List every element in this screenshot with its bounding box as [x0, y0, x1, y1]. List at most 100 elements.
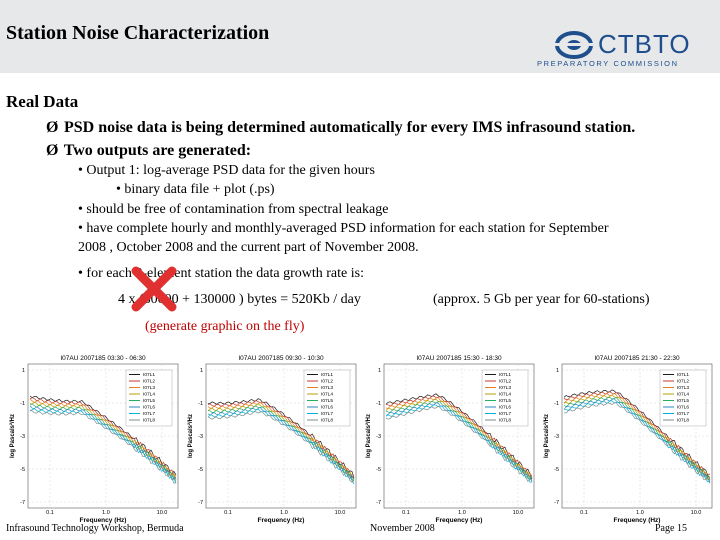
legend-label: I07L6 [321, 405, 333, 411]
x-axis-label: Frequency (Hz) [614, 517, 661, 524]
psd-curve [207, 405, 355, 481]
plot-title: I07AU 2007185 03:30 - 06:30 [60, 355, 146, 362]
legend-label: I07L3 [499, 385, 511, 391]
y-tick-label: -7 [198, 500, 203, 506]
legend-label: I07L1 [143, 372, 155, 378]
psd-plot-1: I07AU 2007185 03:30 - 06:30 1 -1 -3 -5 -7 0.1 1… [8, 350, 186, 525]
legend-label: I07L2 [321, 379, 333, 385]
section-title: Real Data [6, 92, 79, 111]
x-tick-label: 10.0 [335, 510, 346, 516]
y-tick-label: -3 [554, 434, 559, 440]
x-tick-label: 0.1 [46, 510, 54, 516]
psd-curve [207, 401, 355, 478]
psd-plot-3: I07AU 2007185 15:30 - 18:30 1 -1 -3 -5 -7 0.1 1… [364, 350, 542, 525]
legend-box [303, 369, 351, 427]
psd-plot-svg: I07AU 2007185 03:30 - 06:30 1 -1 -3 -5 -7 0.1 1… [9, 355, 179, 524]
legend-label: I07L4 [499, 392, 511, 398]
psd-plot-svg: I07AU 2007185 15:30 - 18:30 1 -1 -3 -5 -7 0.1 1… [365, 355, 535, 524]
y-tick-label: -7 [376, 500, 381, 506]
legend-label: I07L5 [677, 398, 689, 404]
psd-curve [385, 395, 533, 478]
generate-on-fly-note: (generate graphic on the fly) [145, 319, 305, 334]
y-tick-label: -7 [20, 500, 25, 506]
psd-curve [564, 400, 711, 483]
logo-subtitle: PREPARATORY COMMISSION [537, 59, 679, 68]
legend-label: I07L2 [677, 379, 689, 385]
legend-label: I07L1 [321, 372, 333, 378]
legend-label: I07L7 [321, 411, 333, 417]
subbullet-binary: • binary data file + plot (.ps) [116, 182, 275, 197]
y-axis-label: log Pascals²/Hz [9, 414, 16, 458]
x-axis-label: Frequency (Hz) [436, 517, 483, 524]
legend-label: I07L7 [143, 411, 155, 417]
legend-box [481, 369, 529, 427]
legend-label: I07L8 [499, 418, 511, 424]
subbullet-growth: • for each 8-element station the data gr… [78, 266, 364, 281]
legend-label: I07L7 [677, 411, 689, 417]
legend-label: I07L5 [499, 398, 511, 404]
legend-label: I07L6 [677, 405, 689, 411]
y-tick-label: -5 [20, 467, 25, 473]
legend-label: I07L6 [143, 405, 155, 411]
legend-label: I07L5 [321, 398, 333, 404]
legend-label: I07L1 [677, 372, 689, 378]
ctbto-logo: CTBTO PREPARATORY COMMISSION [537, 29, 712, 70]
legend-label: I07L3 [677, 385, 689, 391]
growth-formula: 4 x (80000 + 130000 ) bytes = 520Kb / da… [118, 292, 361, 307]
legend-label: I07L8 [677, 418, 689, 424]
bullet-2-text: Two outputs are generated: [63, 142, 252, 159]
y-tick-label: 1 [22, 368, 25, 374]
bullet-1: Ø PSD noise data is being determined aut… [46, 119, 635, 137]
x-tick-label: 1.0 [458, 510, 466, 516]
psd-plot-4: I07AU 2007185 21:30 - 22:30 1 -1 -3 -5 -7 0.1 1… [542, 350, 720, 525]
x-tick-label: 0.1 [224, 510, 232, 516]
x-tick-label: 10.0 [157, 510, 168, 516]
x-tick-label: 0.1 [402, 510, 410, 516]
psd-curve [385, 405, 532, 482]
legend-label: I07L4 [677, 392, 689, 398]
legend-label: I07L5 [143, 398, 155, 404]
x-tick-label: 1.0 [636, 510, 644, 516]
y-tick-label: -7 [554, 500, 559, 506]
arrow-bullet-icon: Ø [46, 142, 59, 159]
psd-plot-svg: I07AU 2007185 09:30 - 10:30 1 -1 -3 -5 -7 0.1 1… [187, 355, 357, 524]
bullet-2: Ø Two outputs are generated: [46, 142, 251, 160]
y-tick-label: -5 [198, 467, 203, 473]
plot-title: I07AU 2007185 15:30 - 18:30 [416, 355, 502, 362]
y-tick-label: -3 [376, 434, 381, 440]
subbullet-hourly-line2: 2008 , October 2008 and the current part… [78, 240, 419, 255]
subbullet-output1: • Output 1: log-average PSD data for the… [78, 163, 375, 178]
arrow-bullet-icon: Ø [46, 119, 59, 136]
psd-curve [29, 410, 177, 484]
subbullet-hourly-line1: • have complete hourly and monthly-avera… [78, 221, 609, 236]
legend-label: I07L3 [321, 385, 333, 391]
x-tick-label: 1.0 [102, 510, 110, 516]
plot-title: I07AU 2007185 09:30 - 10:30 [238, 355, 324, 362]
legend-label: I07L2 [143, 379, 155, 385]
y-tick-label: -1 [554, 401, 559, 407]
psd-curve [563, 391, 711, 477]
legend-label: I07L8 [143, 418, 155, 424]
psd-curve [385, 402, 533, 483]
x-axis-label: Frequency (Hz) [80, 517, 127, 524]
psd-plot-svg: I07AU 2007185 21:30 - 22:30 1 -1 -3 -5 -7 0.1 1… [543, 355, 713, 524]
legend-label: I07L7 [499, 411, 511, 417]
legend-label: I07L8 [321, 418, 333, 424]
legend-label: I07L1 [499, 372, 511, 378]
growth-approx: (approx. 5 Gb per year for 60-stations) [433, 292, 650, 307]
x-tick-label: 10.0 [691, 510, 702, 516]
subbullet-leakage: • should be free of contamination from s… [78, 202, 389, 217]
psd-curve [207, 411, 355, 483]
y-tick-label: -5 [554, 467, 559, 473]
footer-right: Page 15 [655, 523, 687, 534]
legend-label: I07L4 [321, 392, 333, 398]
legend-label: I07L4 [143, 392, 155, 398]
y-tick-label: -1 [20, 401, 25, 407]
y-tick-label: -1 [198, 401, 203, 407]
y-axis-label: log Pascals²/Hz [187, 414, 194, 458]
ctbto-emblem-icon [554, 31, 594, 59]
y-tick-label: 1 [200, 368, 203, 374]
psd-curve [385, 397, 533, 478]
psd-curve [29, 405, 177, 480]
psd-curve [29, 408, 177, 484]
